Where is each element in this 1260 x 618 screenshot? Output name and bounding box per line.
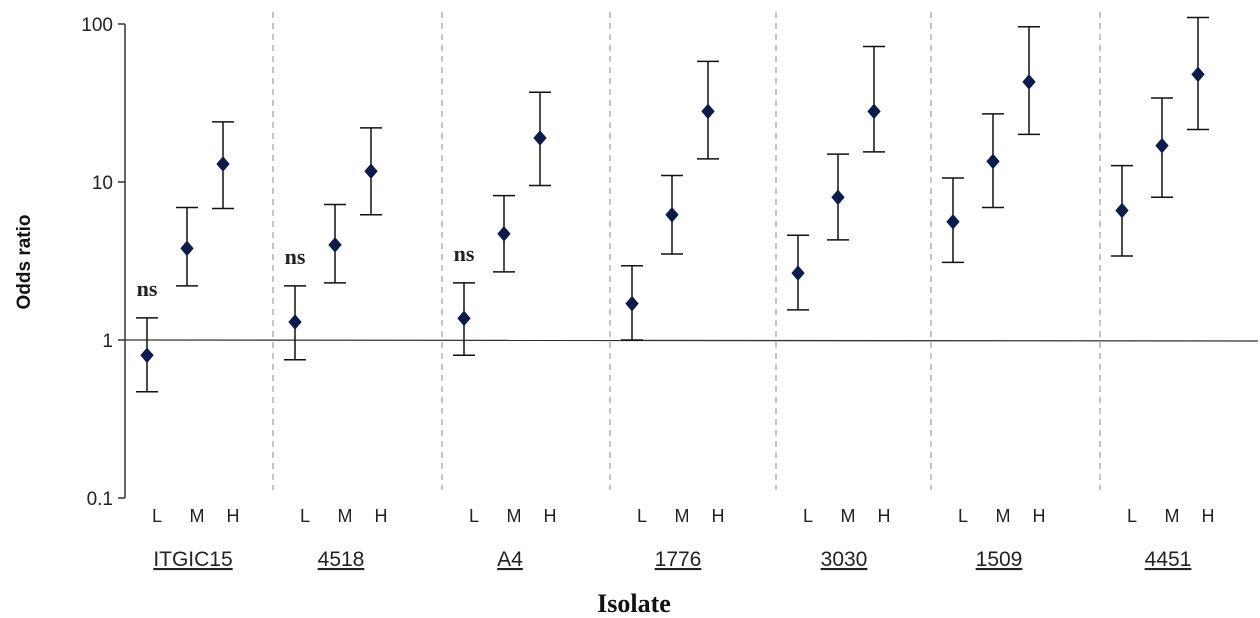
data-marks [136,16,1209,393]
odds-ratio-point [288,314,302,330]
level-label: M [507,506,522,526]
level-label: L [300,506,310,526]
y-tick-label: 1 [102,331,113,352]
level-label: M [1165,506,1180,526]
reference-line [124,339,1259,342]
level-label: M [841,506,856,526]
odds-ratio-point [665,207,679,223]
odds-ratio-point [180,240,194,257]
level-label: H [878,506,891,526]
odds-ratio-point [867,103,881,120]
odds-ratio-point [1115,202,1129,219]
isolate-label: 3030 [821,548,868,571]
level-label: H [1033,506,1046,526]
level-label: L [637,506,647,526]
level-label: L [958,506,968,526]
level-label: M [675,506,690,526]
y-tick-label: 100 [81,15,113,36]
level-label: M [338,506,353,526]
level-label: L [469,506,479,526]
isolate-label: 4451 [1145,548,1192,571]
odds-ratio-point [216,156,230,172]
ns-annotation: ns [137,276,158,301]
isolate-label: ITGIC15 [153,548,232,571]
odds-ratio-point [791,265,805,281]
odds-ratio-point [457,310,471,327]
odds-ratio-point [1022,74,1036,90]
level-label: L [152,506,162,526]
odds-ratio-point [533,130,547,146]
level-label: H [375,506,388,526]
group-separators [272,12,1101,490]
level-label: H [1202,506,1215,526]
isolate-label: 1776 [655,548,702,571]
y-tick-label: 10 [92,173,113,194]
odds-ratio-point [1155,137,1169,154]
ns-annotation: ns [285,244,306,269]
isolate-label: A4 [497,548,523,571]
odds-ratio-point [831,189,845,206]
odds-ratio-point [701,103,715,120]
ns-annotation: ns [454,241,475,266]
odds-ratio-point [946,214,960,230]
level-label: L [1127,506,1137,526]
level-label: M [996,506,1011,526]
level-label: H [227,506,240,526]
level-label: L [803,506,813,526]
level-label: H [544,506,557,526]
level-label: M [190,506,205,526]
y-tick-label: 0.1 [87,489,113,510]
odds-ratio-point [497,226,511,242]
odds-ratio-point [364,163,378,179]
level-label: H [712,506,725,526]
error-bar [863,45,885,153]
odds-ratio-point [328,237,342,253]
category-labels: L M H ITGIC15 ns L M H 4518 ns L M H A4 ns L M H 1776 L M H 30… [137,241,1215,571]
isolate-label: 1509 [976,548,1023,571]
odds-ratio-point [625,295,639,312]
axes-layer: 0.1 1 10 100 [81,15,1259,510]
x-axis-label: Isolate [597,589,671,618]
odds-ratio-point [986,153,1000,170]
isolate-label: 4518 [318,548,365,571]
odds-ratio-point [140,347,154,364]
y-axis-label: Odds ratio [14,214,35,309]
odds-ratio-point [1191,66,1205,83]
